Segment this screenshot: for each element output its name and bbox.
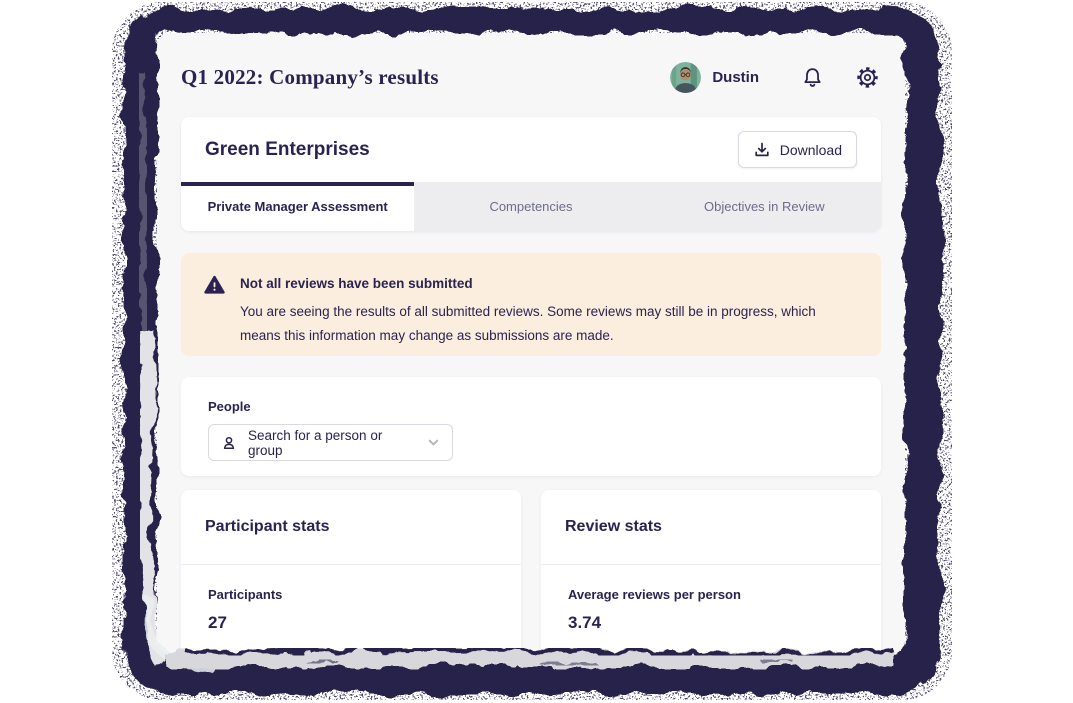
participant-stats-card: Participant stats Participants 27 bbox=[181, 490, 521, 655]
app-header: Q1 2022: Company’s results bbox=[181, 57, 881, 97]
avg-reviews-metric: Average reviews per person 3.74 bbox=[541, 565, 881, 633]
tab-private-manager-assessment[interactable]: Private Manager Assessment bbox=[181, 182, 415, 231]
chevron-down-icon bbox=[428, 439, 439, 446]
avg-reviews-label: Average reviews per person bbox=[568, 587, 741, 602]
download-button[interactable]: Download bbox=[737, 131, 857, 168]
results-panel: Green Enterprises Download Private Manag… bbox=[181, 117, 881, 231]
avatar bbox=[670, 61, 702, 93]
people-search-value: Search for a person or group bbox=[248, 427, 383, 458]
review-stats-card: Review stats Average reviews per person … bbox=[541, 490, 881, 655]
notifications-button[interactable] bbox=[799, 64, 826, 91]
participant-stats-header: Participant stats bbox=[181, 490, 521, 565]
page-title: Q1 2022: Company’s results bbox=[181, 64, 439, 89]
company-title: Green Enterprises bbox=[205, 138, 370, 160]
warning-text: Not all reviews have been submitted You … bbox=[240, 274, 857, 356]
download-label: Download bbox=[779, 141, 842, 158]
tab-bar: Private Manager Assessment Competencies … bbox=[181, 182, 881, 231]
bell-icon bbox=[804, 67, 821, 87]
participant-stats-title: Participant stats bbox=[205, 518, 330, 535]
participants-label: Participants bbox=[208, 587, 283, 602]
app-window: Q1 2022: Company’s results bbox=[157, 33, 905, 655]
review-stats-title: Review stats bbox=[565, 518, 662, 535]
person-icon bbox=[223, 436, 235, 449]
participants-value: 27 bbox=[208, 613, 227, 632]
warning-body: You are seeing the results of all submit… bbox=[240, 304, 816, 343]
avg-reviews-value: 3.74 bbox=[568, 613, 602, 632]
gear-icon bbox=[857, 66, 878, 88]
user-menu[interactable]: Dustin bbox=[670, 61, 759, 93]
people-filter-card: People Search for a person or group bbox=[181, 377, 881, 476]
tab-objectives-in-review[interactable]: Objectives in Review bbox=[647, 182, 881, 231]
warning-title: Not all reviews have been submitted bbox=[240, 276, 473, 291]
settings-button[interactable] bbox=[854, 64, 881, 91]
download-icon bbox=[755, 142, 769, 156]
tab-competencies[interactable]: Competencies bbox=[414, 182, 648, 231]
people-search-select[interactable]: Search for a person or group bbox=[208, 424, 453, 461]
review-stats-header: Review stats bbox=[541, 490, 881, 565]
results-panel-header: Green Enterprises Download bbox=[181, 117, 881, 182]
warning-icon bbox=[204, 274, 225, 356]
stats-row: Participant stats Participants 27 Review… bbox=[181, 490, 881, 655]
people-label: People bbox=[208, 399, 251, 414]
warning-banner: Not all reviews have been submitted You … bbox=[181, 253, 881, 356]
header-actions: Dustin bbox=[670, 61, 881, 93]
participants-metric: Participants 27 bbox=[181, 565, 521, 633]
user-name: Dustin bbox=[712, 68, 759, 86]
